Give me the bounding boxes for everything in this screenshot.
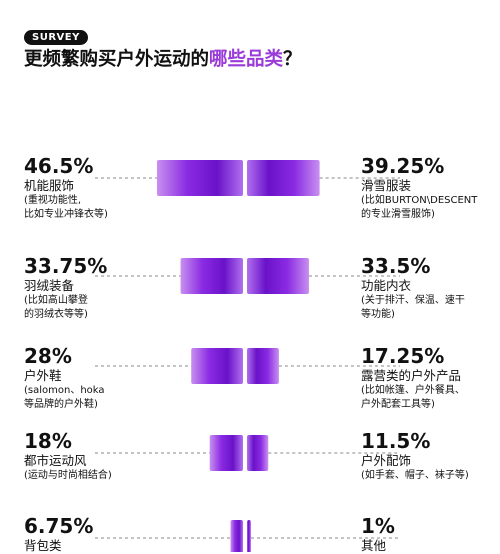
right-label-3: 11.5% 户外配饰 (如手套、帽子、袜子等) — [361, 430, 497, 483]
left-category-note: (运动与时尚相结合) — [24, 470, 112, 481]
left-category-name: 都市运动风 — [24, 453, 87, 468]
title-prefix: 更频繁购买户外运动的 — [24, 49, 210, 70]
right-category-name: 露营类的户外产品 — [361, 368, 462, 383]
title-highlight: 哪些品类 — [209, 49, 284, 70]
left-bar-3 — [209, 435, 243, 471]
left-percentage: 18% — [24, 429, 72, 453]
left-category-name: 背包类 — [24, 538, 62, 553]
right-bar-3 — [247, 435, 269, 471]
right-category-name: 其他 — [361, 538, 387, 553]
left-category-name: 羽绒装备 — [24, 278, 75, 293]
left-percentage: 33.75% — [24, 254, 108, 278]
left-label-4: 6.75% 背包类 — [24, 515, 174, 554]
left-percentage: 28% — [24, 344, 72, 368]
right-label-0: 39.25% 滑雪服装 (比如BURTON\DESCENT 的专业滑雪服饰) — [361, 155, 497, 222]
right-category-name: 滑雪服装 — [361, 178, 412, 193]
right-percentage: 1% — [361, 514, 395, 538]
left-bar-4 — [230, 520, 243, 552]
right-percentage: 33.5% — [361, 254, 431, 278]
right-label-2: 17.25% 露营类的户外产品 (比如帐篷、户外餐具、 户外配套工具等) — [361, 345, 497, 412]
right-bar-2 — [247, 348, 279, 384]
right-percentage: 11.5% — [361, 429, 431, 453]
left-category-name: 户外鞋 — [24, 368, 62, 383]
right-label-1: 33.5% 功能内衣 (关于排汗、保温、速干 等功能) — [361, 255, 497, 322]
title-suffix: ？ — [283, 49, 302, 70]
right-bar-1 — [247, 258, 309, 294]
right-category-note: (比如帐篷、户外餐具、 户外配套工具等) — [361, 385, 465, 410]
left-bar-1 — [180, 258, 243, 294]
left-category-note: (重视功能性, 比如专业冲锋衣等) — [24, 195, 108, 220]
right-category-name: 功能内衣 — [361, 278, 412, 293]
right-category-note: (比如BURTON\DESCENT 的专业滑雪服饰) — [361, 195, 478, 220]
survey-badge: SURVEY — [24, 30, 88, 45]
left-category-note: (比如高山攀登 的羽绒衣等等) — [24, 295, 88, 320]
left-label-0: 46.5% 机能服饰 (重视功能性, 比如专业冲锋衣等) — [24, 155, 174, 222]
left-bar-2 — [191, 348, 243, 384]
right-bar-0 — [247, 160, 320, 196]
left-category-name: 机能服饰 — [24, 178, 75, 193]
left-label-1: 33.75% 羽绒装备 (比如高山攀登 的羽绒衣等等) — [24, 255, 174, 322]
left-bar-0 — [156, 160, 243, 196]
right-category-note: (关于排汗、保温、速干 等功能) — [361, 295, 465, 320]
left-percentage: 46.5% — [24, 154, 94, 178]
right-percentage: 39.25% — [361, 154, 445, 178]
right-category-name: 户外配饰 — [361, 453, 412, 468]
left-percentage: 6.75% — [24, 514, 94, 538]
right-label-4: 1% 其他 — [361, 515, 497, 554]
left-label-3: 18% 都市运动风 (运动与时尚相结合) — [24, 430, 174, 483]
page-title: 更频繁购买户外运动的哪些品类？ — [24, 48, 302, 72]
right-bar-4 — [247, 520, 251, 552]
right-percentage: 17.25% — [361, 344, 445, 368]
left-label-2: 28% 户外鞋 (salomon、hoka 等品牌的户外鞋) — [24, 345, 174, 412]
right-category-note: (如手套、帽子、袜子等) — [361, 470, 469, 481]
left-category-note: (salomon、hoka 等品牌的户外鞋) — [24, 385, 105, 410]
